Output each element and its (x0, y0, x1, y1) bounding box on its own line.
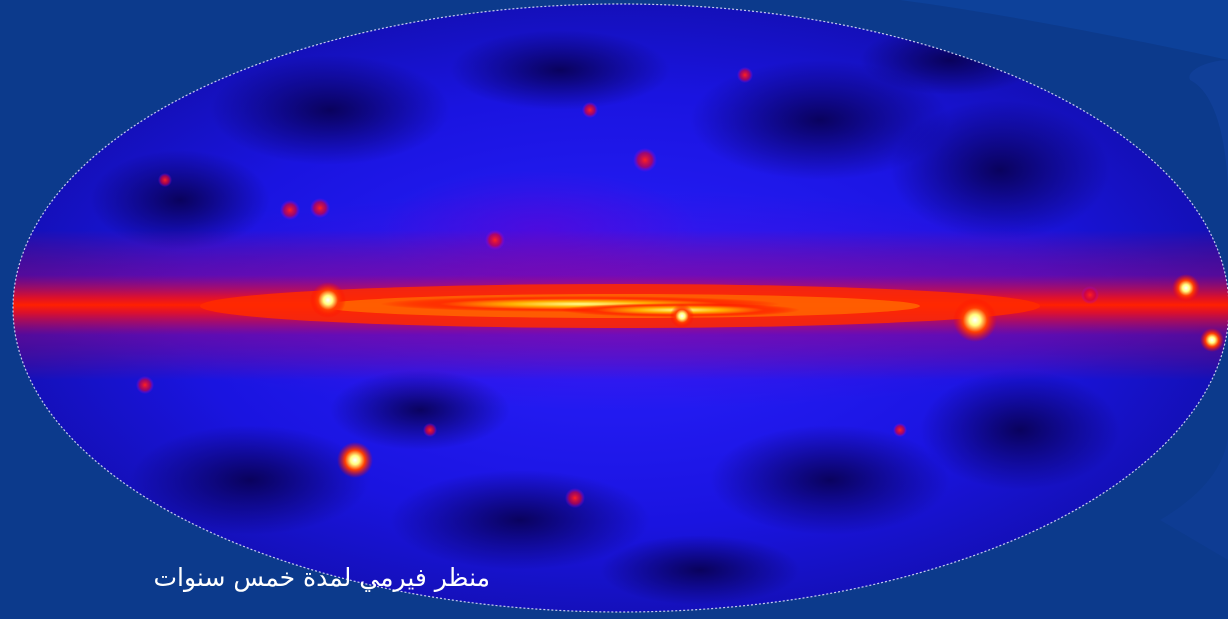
slide-caption: منظر فيرمي لمدة خمس سنوات (153, 563, 491, 592)
